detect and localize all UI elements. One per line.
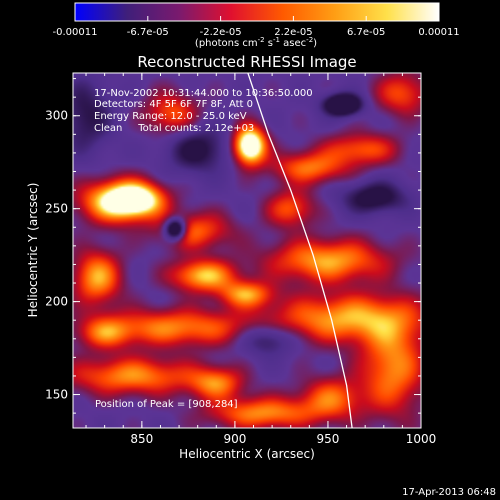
- chart-title: Reconstructed RHESSI Image: [137, 53, 356, 71]
- y-tick-label: 300: [45, 109, 68, 123]
- solar-limb-curve: [247, 73, 353, 428]
- y-tick-label: 200: [45, 295, 68, 309]
- x-tick-label: 950: [316, 432, 339, 446]
- x-tick-label: 1000: [406, 432, 437, 446]
- colorbar-tick-label: -0.00011: [53, 27, 98, 38]
- colorbar-tick-label: -2.2e-05: [200, 27, 242, 38]
- colorbar: -0.00011 -6.7e-05 -2.2e-05 2.2e-05 6.7e-05 0.…: [53, 2, 460, 49]
- annotation-block: 17-Nov-2002 10:31:44.000 to 10:36:50.000…: [94, 88, 313, 134]
- annotation-detectors: Detectors: 4F 5F 6F 7F 8F, Att 0: [94, 99, 253, 110]
- colorbar-tick-label: 2.2e-05: [274, 27, 312, 38]
- colorbar-units: (photons cm-2 s-1 asec-2): [195, 36, 317, 49]
- colorbar-tick-label: -6.7e-05: [127, 27, 169, 38]
- x-tick-label: 900: [223, 432, 246, 446]
- colorbar-tick-label: 0.00011: [418, 27, 459, 38]
- x-axis: 850 900 950 1000: [85, 73, 437, 446]
- plot-area: [73, 73, 421, 428]
- x-axis-label: Heliocentric X (arcsec): [179, 447, 315, 461]
- colorbar-tick-label: 6.7e-05: [347, 27, 385, 38]
- annotation-energy: Energy Range: 12.0 - 25.0 keV: [94, 111, 247, 122]
- colorbar-gradient: [74, 2, 440, 22]
- colorbar-ticks: -0.00011 -6.7e-05 -2.2e-05 2.2e-05 6.7e-05 0.…: [53, 16, 460, 38]
- x-tick-label: 850: [130, 432, 153, 446]
- y-axis: 150 200 250 300: [45, 78, 421, 414]
- peak-position-label: Position of Peak = [908,284]: [95, 399, 238, 410]
- annotation-time-range: 17-Nov-2002 10:31:44.000 to 10:36:50.000: [94, 88, 313, 99]
- generation-date: 17-Apr-2013 06:48: [402, 487, 496, 498]
- y-tick-label: 250: [45, 202, 68, 216]
- y-axis-label: Heliocentric Y (arcsec): [26, 183, 40, 318]
- heatmap-image: [73, 73, 421, 428]
- annotation-counts: Clean Total counts: 2.12e+03: [94, 123, 254, 134]
- plot-frame: [72, 72, 422, 429]
- y-tick-label: 150: [45, 388, 68, 402]
